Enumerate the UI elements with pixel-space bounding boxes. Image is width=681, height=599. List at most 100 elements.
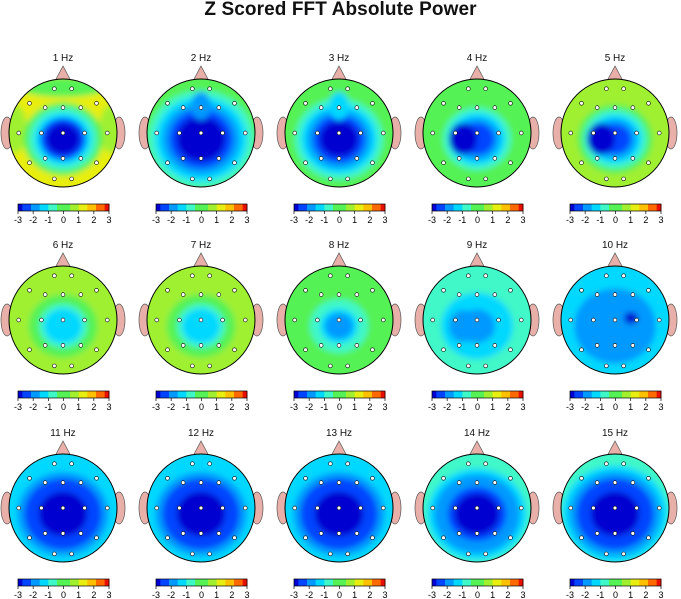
colorbar-segment <box>208 204 213 211</box>
colorbar-tick-label: 0 <box>199 590 204 599</box>
electrode <box>370 476 375 481</box>
electrode <box>579 288 584 293</box>
colorbar-segment <box>583 391 588 398</box>
electrode <box>354 156 360 161</box>
colorbar-segment <box>169 204 174 211</box>
colorbar-segment <box>346 204 351 211</box>
electrode <box>630 292 636 297</box>
colorbar-segment <box>238 204 244 211</box>
colorbar-segment <box>350 579 356 586</box>
colorbar-segment <box>65 391 71 398</box>
colorbar-segment <box>341 204 347 211</box>
colorbar-segment <box>604 579 610 586</box>
colorbar-segment <box>492 204 498 211</box>
colorbar-segment <box>497 391 502 398</box>
electrode <box>232 101 237 106</box>
colorbar-segment <box>31 579 36 586</box>
electrode <box>207 176 212 182</box>
head-outline <box>422 265 532 375</box>
colorbar-segment <box>164 579 170 586</box>
colorbar-segment <box>578 579 584 586</box>
colorbar-tick-label: 1 <box>214 215 219 225</box>
colorbar-tick-label: -3 <box>14 590 22 599</box>
colorbar-segment <box>583 579 588 586</box>
colorbar-segment <box>35 204 41 211</box>
colorbar-segment <box>367 579 373 586</box>
colorbar-tick-label: -2 <box>29 215 37 225</box>
colorbar-segment <box>39 579 45 586</box>
colorbar-tick-label: 2 <box>367 402 372 412</box>
electrode <box>318 292 324 297</box>
electrode <box>612 505 618 511</box>
electrode <box>42 105 48 110</box>
electrode <box>198 105 204 110</box>
colorbar-tick-label: 0 <box>475 215 480 225</box>
colorbar-tick-label: 1 <box>76 215 81 225</box>
topomap: 11 Hz -3 -2 -1 0 1 2 3 <box>0 428 126 599</box>
colorbar-segment <box>302 579 308 586</box>
colorbar-segment <box>234 579 239 586</box>
colorbar-segment <box>359 391 364 398</box>
electrode <box>303 288 308 293</box>
topomap: 1 Hz -3 -2 -1 0 1 2 3 <box>0 53 126 225</box>
electrode <box>60 480 66 485</box>
electrode <box>39 130 44 136</box>
colorbar-segment <box>591 579 597 586</box>
colorbar-segment <box>643 579 649 586</box>
colorbar-segment <box>177 391 183 398</box>
map-label: 12 Hz <box>188 428 214 439</box>
colorbar-segment <box>510 204 515 211</box>
colorbar-segment <box>518 204 524 211</box>
electrode <box>508 288 513 293</box>
electrode <box>646 535 651 540</box>
electrode <box>243 505 248 511</box>
electrode <box>430 505 435 511</box>
electrode <box>27 535 32 540</box>
colorbar-tick-label: 1 <box>628 215 633 225</box>
colorbar-tick-label: 0 <box>613 402 618 412</box>
topomap: 14 Hz -3 -2 -1 0 1 2 3 <box>414 428 540 599</box>
electrode <box>354 292 360 297</box>
colorbar-tick-label: -1 <box>320 215 328 225</box>
colorbar-segment <box>492 579 498 586</box>
colorbar-segment <box>91 204 97 211</box>
colorbar-tick-label: -1 <box>458 402 466 412</box>
electrode <box>198 156 204 161</box>
electrode <box>328 86 333 91</box>
colorbar-segment <box>337 391 343 398</box>
electrode <box>177 130 182 136</box>
electrode <box>630 105 636 110</box>
electrode <box>165 476 170 481</box>
colorbar-segment <box>604 391 610 398</box>
colorbar-segment <box>380 391 386 398</box>
colorbar-segment <box>52 579 58 586</box>
electrode <box>94 160 99 165</box>
colorbar-segment <box>186 579 192 586</box>
colorbar-segment <box>74 579 80 586</box>
colorbar-segment <box>479 204 485 211</box>
colorbar-tick-label: 2 <box>643 215 648 225</box>
colorbar-tick-label: 1 <box>628 590 633 599</box>
colorbar-segment <box>294 391 299 398</box>
colorbar-tick-label: -1 <box>458 215 466 225</box>
colorbar-segment <box>212 204 218 211</box>
electrode <box>78 105 84 110</box>
colorbar-tick-label: -1 <box>44 590 52 599</box>
electrode <box>190 363 195 369</box>
colorbar-tick-label: -2 <box>29 402 37 412</box>
electrode <box>579 535 584 540</box>
electrode <box>232 535 237 540</box>
colorbar-segment <box>221 204 226 211</box>
colorbar-segment <box>294 579 299 586</box>
electrode <box>474 292 480 297</box>
colorbar-tick-label: -3 <box>152 590 160 599</box>
electrode <box>456 292 462 297</box>
map-label: 14 Hz <box>464 428 490 439</box>
colorbar-segment <box>652 204 658 211</box>
colorbar-segment <box>96 391 101 398</box>
colorbar-segment <box>234 391 239 398</box>
topomap: 10 Hz -3 -2 -1 0 1 2 3 <box>552 240 678 412</box>
electrode <box>42 480 48 485</box>
colorbar-segment <box>635 579 640 586</box>
electrode <box>594 480 600 485</box>
